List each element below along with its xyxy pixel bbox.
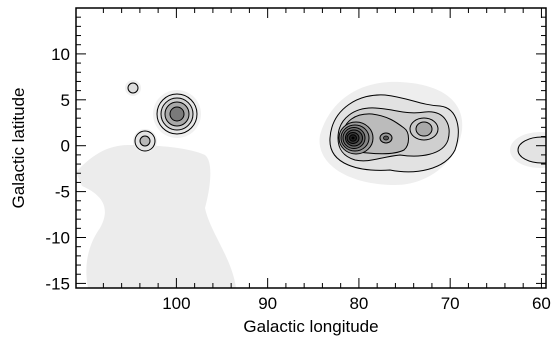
y-tick-label: 10 [51,45,70,64]
source-103-1 [133,129,157,153]
y-tick-label: 5 [61,91,70,110]
plot-frame [75,7,547,289]
y-tick-label: -5 [55,183,70,202]
source-99-4 [153,90,201,138]
y-tick-labels: 10 5 0 -5 -10 -15 [45,45,70,294]
y-tick-label: -15 [45,274,70,293]
x-tick-label: 70 [441,294,460,313]
y-tick-label: 0 [61,137,70,156]
y-tick-label: -10 [45,229,70,248]
axis-ticks [76,8,546,288]
y-axis-title: Galactic latitude [9,88,28,209]
x-tick-label: 100 [162,294,190,313]
plot-content [76,80,546,288]
x-axis-title: Galactic longitude [243,317,378,336]
source-104-6 [125,80,141,96]
source-cygnus-complex [319,81,463,185]
x-tick-label: 60 [532,294,551,313]
x-tick-label: 90 [258,294,277,313]
source-61-0 [510,132,546,168]
x-tick-labels: 100 90 80 70 60 [162,294,551,313]
x-tick-label: 80 [349,294,368,313]
masked-region [76,145,236,288]
